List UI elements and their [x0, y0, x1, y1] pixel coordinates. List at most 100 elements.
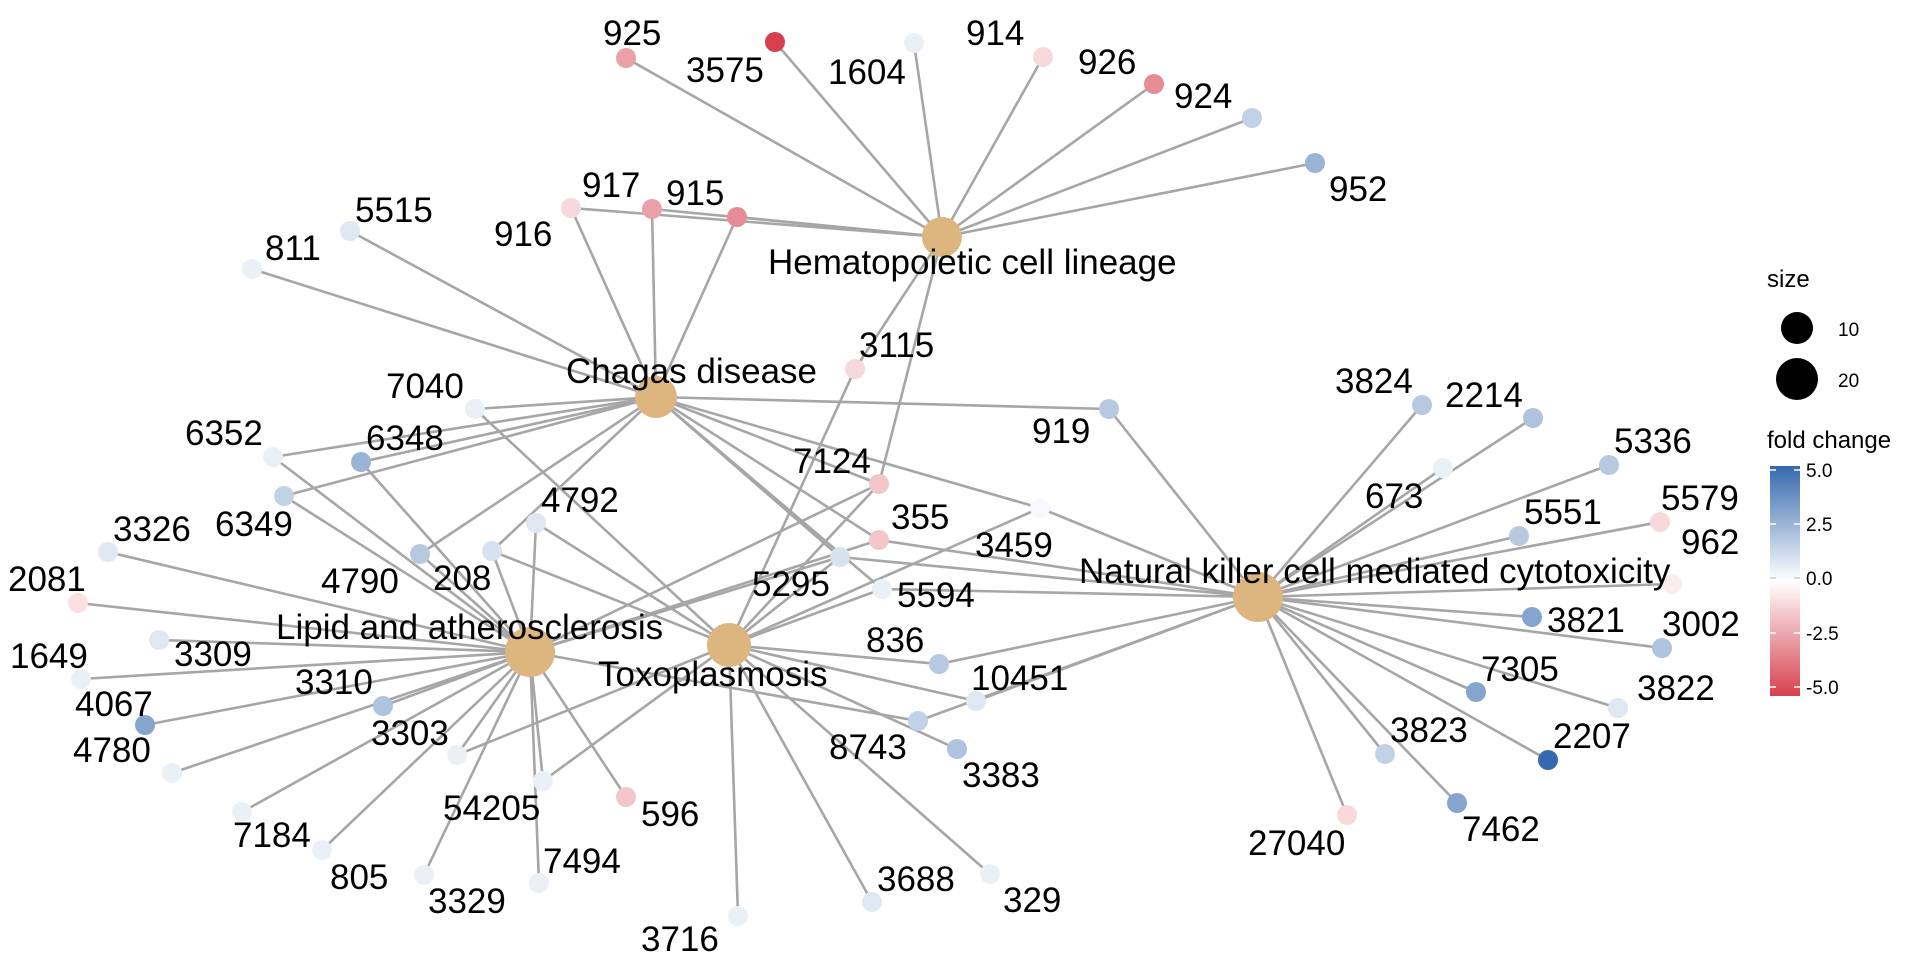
gene-node-962[interactable]	[1662, 574, 1682, 594]
gene-node-5551[interactable]	[1509, 526, 1529, 546]
gene-node-3303[interactable]	[447, 745, 467, 765]
gene-label-3303: 3303	[371, 714, 449, 753]
edge-4067-lipid	[144, 650, 531, 727]
edge-811-chagas	[251, 267, 657, 399]
gene-node-2207[interactable]	[1538, 750, 1558, 770]
edge-5295-toxo	[728, 555, 841, 647]
gene-node-3115[interactable]	[845, 359, 865, 379]
gene-node-3329[interactable]	[414, 865, 434, 885]
edge-3459-toxo	[728, 506, 1041, 647]
gene-node-6352[interactable]	[263, 447, 283, 467]
hub-node-lipid-and-atherosclerosis[interactable]	[505, 627, 555, 677]
gene-label-7040: 7040	[386, 367, 464, 406]
gene-node-3459[interactable]	[1030, 498, 1050, 518]
gene-label-3383: 3383	[962, 756, 1040, 795]
hub-node-hematopoietic-cell-lineage[interactable]	[922, 217, 962, 257]
edge-7124-hema	[877, 236, 944, 485]
gene-node-2081[interactable]	[68, 593, 88, 613]
gene-label-596: 596	[641, 795, 699, 834]
gene-label-4792: 4792	[541, 481, 619, 520]
hub-node-chagas-disease[interactable]	[635, 376, 677, 418]
edge-3303-toxo	[456, 643, 730, 757]
gene-node-3824[interactable]	[1412, 395, 1432, 415]
gene-label-2207: 2207	[1553, 717, 1631, 756]
gene-node-919[interactable]	[1099, 399, 1119, 419]
gene-node-3575[interactable]	[765, 32, 785, 52]
edge-7124-lipid	[529, 482, 880, 654]
edge-3383-toxo	[728, 643, 958, 751]
gene-node-5515[interactable]	[340, 221, 360, 241]
gene-node-3822[interactable]	[1608, 698, 1628, 718]
gene-node-917[interactable]	[642, 199, 662, 219]
gene-node-7124[interactable]	[869, 474, 889, 494]
hub-node-natural-killer-cell-mediated-cytotoxicity[interactable]	[1233, 572, 1283, 622]
gene-node-1649[interactable]	[71, 669, 91, 689]
gene-node-4790[interactable]	[410, 544, 430, 564]
gene-node-926[interactable]	[1144, 74, 1164, 94]
gene-node-3716[interactable]	[728, 906, 748, 926]
gene-node-54205[interactable]	[533, 771, 553, 791]
gene-node-27040[interactable]	[1337, 805, 1357, 825]
gene-node-5594[interactable]	[872, 579, 892, 599]
gene-node-7040[interactable]	[465, 399, 485, 419]
gene-node-952[interactable]	[1305, 153, 1325, 173]
gene-node-3821[interactable]	[1522, 607, 1542, 627]
gene-node-6348[interactable]	[351, 452, 371, 472]
gene-node-8743[interactable]	[908, 711, 928, 731]
gene-node-596[interactable]	[616, 787, 636, 807]
gene-node-355[interactable]	[869, 530, 889, 550]
edge-3115-hema	[853, 236, 944, 370]
edge-355-nk	[878, 538, 1259, 599]
gene-node-7184[interactable]	[232, 802, 252, 822]
gene-node-4067[interactable]	[135, 715, 155, 735]
gene-node-329[interactable]	[980, 864, 1000, 884]
gene-node-3823[interactable]	[1375, 744, 1395, 764]
gene-label-3823: 3823	[1390, 711, 1468, 750]
edge-915-hema	[736, 215, 943, 239]
gene-node-5336[interactable]	[1599, 455, 1619, 475]
gene-label-5579: 5579	[1661, 479, 1739, 518]
gene-node-208[interactable]	[482, 541, 502, 561]
edge-layer	[77, 41, 1673, 917]
gene-node-7494[interactable]	[529, 873, 549, 893]
color-legend-ticks	[1770, 469, 1800, 688]
gene-node-673[interactable]	[1433, 458, 1453, 478]
gene-node-925[interactable]	[616, 48, 636, 68]
edge-925-hema	[625, 56, 943, 239]
gene-node-1604[interactable]	[904, 33, 924, 53]
gene-node-914[interactable]	[1033, 47, 1053, 67]
gene-node-3688[interactable]	[862, 892, 882, 912]
edge-924-hema	[941, 116, 1253, 239]
gene-node-4780[interactable]	[162, 763, 182, 783]
gene-label-5336: 5336	[1614, 422, 1692, 461]
edge-6349-chagas	[283, 395, 657, 498]
size-legend-label-small: 10	[1838, 320, 1859, 341]
gene-node-2214[interactable]	[1523, 408, 1543, 428]
gene-node-3310[interactable]	[373, 696, 393, 716]
gene-node-811[interactable]	[242, 259, 262, 279]
gene-node-3002[interactable]	[1652, 638, 1672, 658]
gene-node-3326[interactable]	[98, 542, 118, 562]
gene-node-836[interactable]	[929, 654, 949, 674]
gene-label-10451: 10451	[971, 659, 1068, 698]
gene-node-3309[interactable]	[149, 630, 169, 650]
gene-node-7305[interactable]	[1466, 682, 1486, 702]
gene-node-924[interactable]	[1242, 108, 1262, 128]
gene-node-10451[interactable]	[966, 691, 986, 711]
gene-node-5295[interactable]	[830, 547, 850, 567]
gene-node-915[interactable]	[727, 207, 747, 227]
gene-label-836: 836	[866, 621, 924, 660]
gene-node-5579[interactable]	[1650, 512, 1670, 532]
gene-label-3115: 3115	[859, 326, 934, 365]
gene-label-3716: 3716	[641, 920, 719, 959]
gene-node-7462[interactable]	[1447, 793, 1467, 813]
gene-node-805[interactable]	[312, 840, 332, 860]
gene-node-6349[interactable]	[274, 486, 294, 506]
hub-node-toxoplasmosis[interactable]	[707, 623, 751, 667]
edge-673-nk	[1257, 466, 1444, 599]
gene-node-3383[interactable]	[947, 739, 967, 759]
gene-label-916: 916	[494, 215, 552, 254]
gene-node-916[interactable]	[561, 198, 581, 218]
edge-919-chagas	[655, 395, 1110, 411]
gene-node-4792[interactable]	[526, 513, 546, 533]
